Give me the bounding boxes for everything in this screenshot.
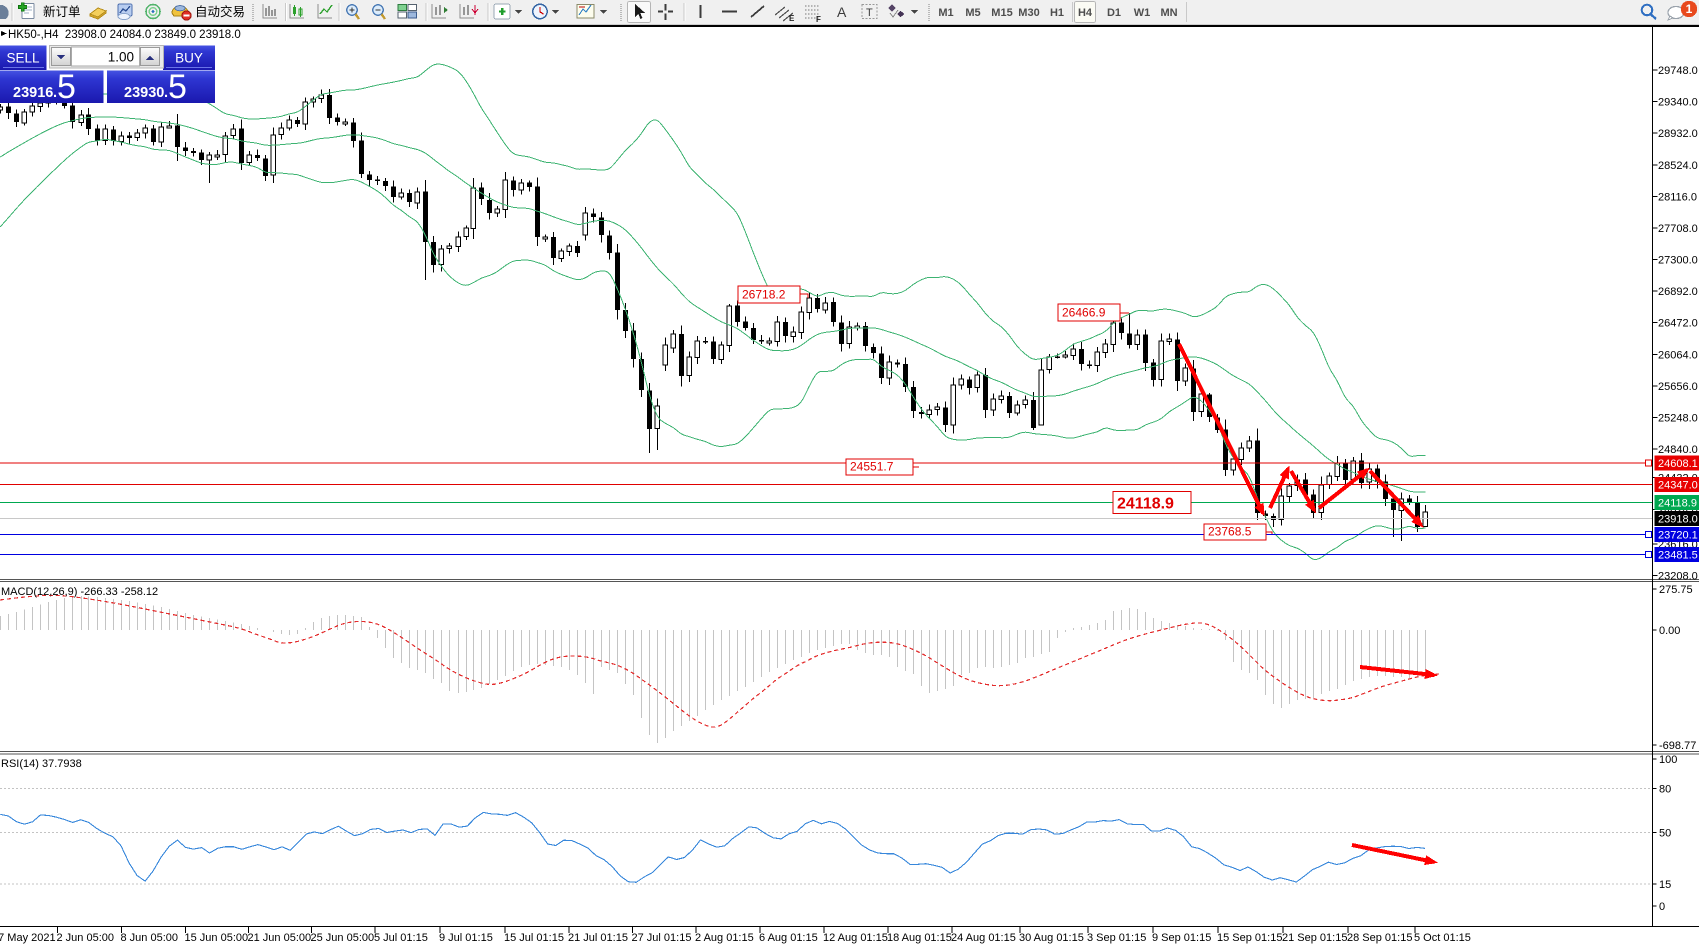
svg-text:5 Jul 01:15: 5 Jul 01:15 [374,932,428,944]
svg-text:24118.9: 24118.9 [1117,496,1174,513]
svg-text:.: . [53,85,57,101]
svg-text:27708.0: 27708.0 [1658,223,1698,235]
svg-text:27 May 2021: 27 May 2021 [0,932,56,944]
svg-text:0.00: 0.00 [1659,625,1680,637]
svg-text:D1: D1 [1107,7,1121,19]
svg-text:12 Aug 01:15: 12 Aug 01:15 [823,932,888,944]
svg-text:2 Jun 05:00: 2 Jun 05:00 [57,932,115,944]
svg-text:15: 15 [1659,879,1671,891]
svg-text:9 Jul 01:15: 9 Jul 01:15 [439,932,493,944]
svg-text:23930: 23930 [124,85,164,101]
svg-text:M1: M1 [938,7,953,19]
svg-text:15 Sep 01:15: 15 Sep 01:15 [1217,932,1282,944]
svg-text:23208.0: 23208.0 [1658,570,1698,582]
svg-text:新订单: 新订单 [43,4,81,19]
svg-text:5: 5 [57,68,76,106]
svg-text:E: E [789,14,795,23]
svg-text:-698.77: -698.77 [1659,740,1696,752]
svg-text:25 Jun 05:00: 25 Jun 05:00 [311,932,375,944]
svg-text:HK50-,H4 23908.0 24084.0 2384: HK50-,H4 23908.0 24084.0 23849.0 23918.0 [8,29,241,41]
svg-text:29340.0: 29340.0 [1658,97,1698,109]
svg-text:24118.9: 24118.9 [1658,498,1697,510]
svg-text:M30: M30 [1018,7,1039,19]
svg-text:24347.0: 24347.0 [1658,480,1698,492]
svg-text:27 Jul 01:15: 27 Jul 01:15 [632,932,692,944]
svg-text:25248.0: 25248.0 [1658,413,1698,425]
svg-text:BUY: BUY [175,51,203,66]
svg-text:23720.1: 23720.1 [1658,530,1698,542]
svg-text:24551.7: 24551.7 [850,460,894,474]
svg-text:自动交易: 自动交易 [195,4,245,19]
svg-text:26064.0: 26064.0 [1658,349,1698,361]
svg-text:18 Aug 01:15: 18 Aug 01:15 [887,932,952,944]
svg-text:W1: W1 [1134,7,1151,19]
svg-text:50: 50 [1659,828,1671,840]
svg-text:0: 0 [1659,901,1665,913]
svg-text:28 Sep 01:15: 28 Sep 01:15 [1347,932,1412,944]
svg-text:MACD(12,26,9) -266.33 -258.12: MACD(12,26,9) -266.33 -258.12 [1,586,158,598]
svg-text:275.75: 275.75 [1659,584,1693,596]
svg-text:15 Jul 01:15: 15 Jul 01:15 [504,932,564,944]
svg-text:23918.0: 23918.0 [1658,514,1698,526]
svg-text:25656.0: 25656.0 [1658,381,1698,393]
svg-text:30 Aug 01:15: 30 Aug 01:15 [1019,932,1084,944]
svg-text:21 Sep 01:15: 21 Sep 01:15 [1282,932,1347,944]
svg-text:24608.1: 24608.1 [1658,458,1698,470]
svg-text:2 Aug 01:15: 2 Aug 01:15 [695,932,754,944]
svg-text:28524.0: 28524.0 [1658,160,1698,172]
svg-text:1.00: 1.00 [108,50,134,65]
svg-text:.: . [164,85,168,101]
svg-text:28116.0: 28116.0 [1658,191,1697,203]
svg-text:29748.0: 29748.0 [1658,65,1698,77]
svg-text:3 Sep 01:15: 3 Sep 01:15 [1087,932,1146,944]
svg-text:M5: M5 [965,7,980,19]
svg-text:80: 80 [1659,783,1671,795]
svg-text:21 Jul 01:15: 21 Jul 01:15 [568,932,628,944]
svg-text:5: 5 [168,68,187,106]
svg-text:26466.9: 26466.9 [1062,306,1106,320]
svg-text:27300.0: 27300.0 [1658,255,1698,267]
svg-text:9 Sep 01:15: 9 Sep 01:15 [1152,932,1211,944]
svg-text:26472.0: 26472.0 [1658,318,1698,330]
svg-text:6 Aug 01:15: 6 Aug 01:15 [759,932,818,944]
svg-text:SELL: SELL [6,51,40,66]
svg-text:RSI(14) 37.7938: RSI(14) 37.7938 [1,758,82,770]
svg-text:A: A [837,4,847,20]
svg-text:100: 100 [1659,754,1677,766]
svg-text:26718.2: 26718.2 [742,288,786,302]
svg-text:15 Jun 05:00: 15 Jun 05:00 [185,932,249,944]
svg-text:24 Aug 01:15: 24 Aug 01:15 [951,932,1016,944]
svg-text:26892.0: 26892.0 [1658,286,1698,298]
svg-text:5 Oct 01:15: 5 Oct 01:15 [1414,932,1471,944]
svg-text:T: T [866,7,873,19]
svg-text:MN: MN [1160,7,1177,19]
svg-text:H4: H4 [1078,7,1093,19]
svg-text:21 Jun 05:00: 21 Jun 05:00 [248,932,312,944]
svg-text:1: 1 [1686,2,1693,16]
svg-text:M15: M15 [991,7,1012,19]
svg-text:H1: H1 [1050,7,1064,19]
svg-text:24840.0: 24840.0 [1658,444,1698,456]
svg-text:23768.5: 23768.5 [1208,525,1252,539]
svg-text:F: F [816,15,821,24]
svg-text:23481.5: 23481.5 [1658,550,1698,562]
svg-text:23916: 23916 [13,85,53,101]
svg-text:8 Jun 05:00: 8 Jun 05:00 [121,932,179,944]
svg-text:28932.0: 28932.0 [1658,128,1698,140]
